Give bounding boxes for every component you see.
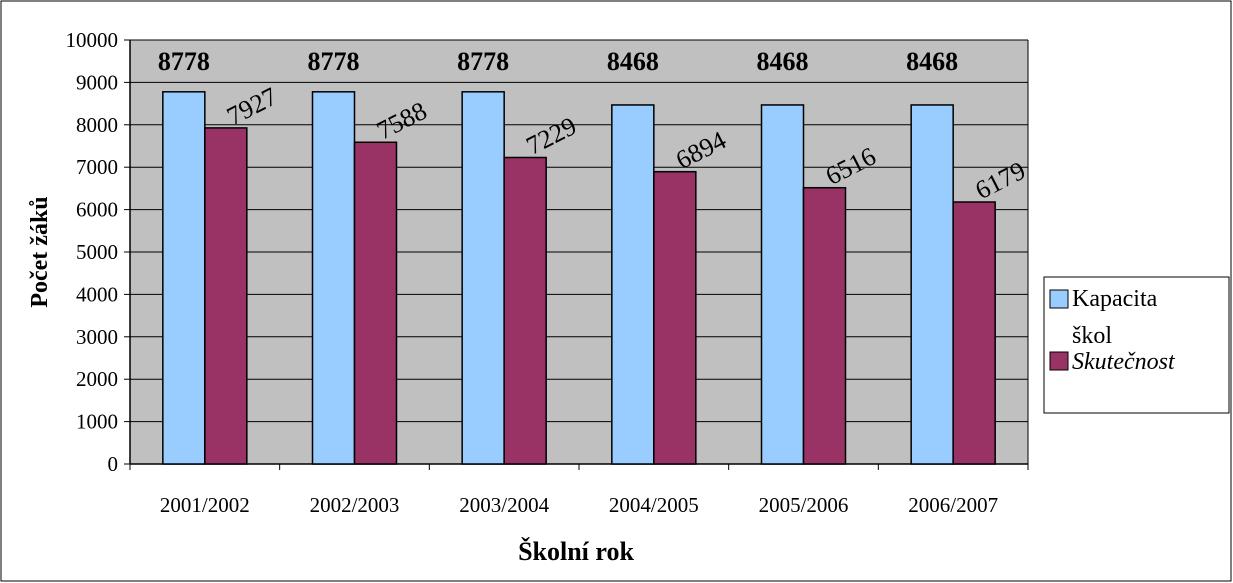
x-tick-label: 2006/2007 — [908, 493, 998, 517]
legend-swatch-skutecnost — [1049, 351, 1069, 371]
y-axis-title: Počet žáků — [27, 196, 53, 307]
data-label-kapacita: 8468 — [906, 47, 958, 76]
bar-skutecnost — [503, 156, 547, 465]
y-tick-label: 4000 — [76, 282, 118, 306]
bar-skutecnost — [952, 201, 996, 465]
legend: Kapacita škol Skutečnost — [1043, 276, 1230, 414]
y-tick-label: 10000 — [66, 28, 119, 52]
bar-skutecnost — [204, 127, 248, 465]
legend-swatch-kapacita — [1049, 289, 1069, 309]
y-tick-label: 1000 — [76, 410, 118, 434]
bar-kapacita — [910, 104, 954, 465]
data-label-kapacita: 8778 — [308, 47, 360, 76]
legend-label-kapacita: Kapacita — [1072, 286, 1158, 312]
bar-kapacita — [461, 91, 505, 465]
data-label-kapacita: 8778 — [457, 47, 509, 76]
y-tick-label: 6000 — [76, 198, 118, 222]
y-tick-label: 8000 — [76, 113, 118, 137]
bar-kapacita — [311, 91, 356, 465]
y-tick-label: 9000 — [76, 70, 118, 94]
bar-kapacita — [611, 104, 655, 465]
bar-kapacita — [162, 91, 206, 465]
bar-skutecnost — [802, 186, 847, 465]
y-tick-label: 5000 — [76, 240, 118, 264]
bar-kapacita — [760, 104, 805, 465]
data-label-kapacita: 8468 — [757, 47, 809, 76]
data-labels: 8778792787787588877872298468689484686516… — [158, 47, 1030, 205]
x-tick-label: 2003/2004 — [459, 493, 549, 517]
legend-label-skutecnost: Skutečnost — [1072, 349, 1176, 375]
x-tick-label: 2001/2002 — [160, 493, 250, 517]
x-axis-title: Školní rok — [518, 537, 634, 566]
data-label-kapacita: 8778 — [158, 47, 210, 76]
bar-skutecnost — [653, 170, 697, 465]
legend-box — [1043, 276, 1230, 414]
x-tick-label: 2005/2006 — [759, 493, 849, 517]
y-tick-label: 0 — [108, 452, 119, 476]
y-tick-label: 7000 — [76, 155, 118, 179]
bars — [162, 91, 996, 465]
data-label-kapacita: 8468 — [607, 47, 659, 76]
y-tick-label: 2000 — [76, 367, 118, 391]
x-tick-label: 2004/2005 — [609, 493, 699, 517]
legend-label-kapacita-line2: škol — [1072, 323, 1112, 349]
axes: 0 1000 2000 3000 4000 5000 6000 7000 8000 9000 100… — [66, 28, 1029, 517]
y-tick-label: 3000 — [76, 325, 118, 349]
x-tick-label: 2002/2003 — [310, 493, 400, 517]
bar-skutecnost — [353, 141, 398, 465]
